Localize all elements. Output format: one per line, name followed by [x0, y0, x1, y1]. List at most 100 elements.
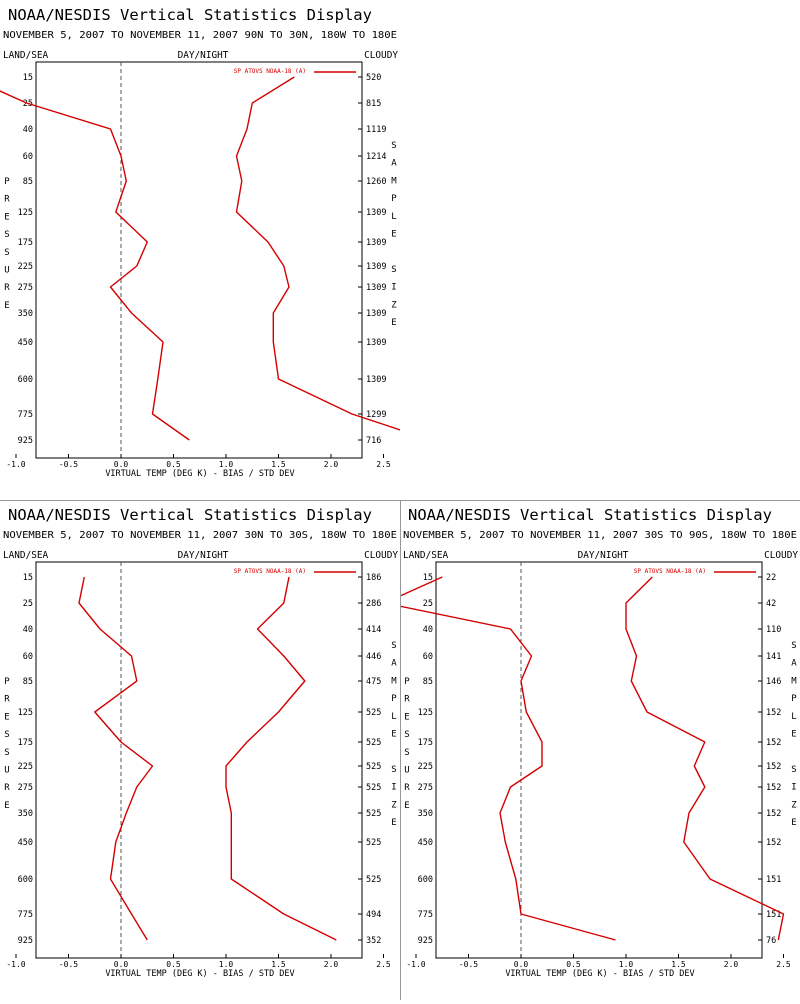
pressure-tick-label: 450: [418, 838, 433, 848]
y2-axis-label-letter: S: [791, 641, 796, 651]
y-axis-label-letter: R: [4, 195, 10, 205]
legend-label: SP ATOVS NOAA-18 (A): [634, 568, 706, 575]
x-tick-label: 0.0: [114, 960, 129, 969]
pressure-tick-label: 225: [418, 762, 433, 772]
pressure-tick-label: 275: [418, 783, 433, 793]
y2-axis-label-letter: E: [391, 818, 396, 828]
sample-size-label: 716: [366, 436, 381, 446]
std-dev-line: [625, 576, 785, 941]
sample-size-label: 152: [766, 708, 781, 718]
y-axis-label-letter: R: [404, 783, 410, 793]
y2-axis-label-letter: L: [391, 712, 396, 722]
pressure-tick-label: 600: [18, 875, 33, 885]
y2-axis-label-letter: S: [391, 765, 396, 775]
pressure-tick-label: 450: [18, 838, 33, 848]
pressure-tick-label: 60: [23, 652, 33, 662]
pressure-tick-label: 60: [23, 152, 33, 162]
sample-size-label: 286: [366, 599, 381, 609]
sample-size-label: 525: [366, 783, 381, 793]
pressure-tick-label: 775: [18, 410, 33, 420]
y-axis-label-letter: R: [4, 783, 10, 793]
pressure-tick-label: 85: [423, 677, 433, 687]
pressure-tick-label: 85: [23, 177, 33, 187]
pressure-tick-label: 40: [423, 625, 433, 635]
pressure-tick-label: 15: [423, 573, 433, 583]
sample-size-label: 1119: [366, 125, 386, 135]
sample-size-label: 525: [366, 738, 381, 748]
panel-divider-vertical: [400, 500, 401, 1000]
y2-axis-label-letter: A: [391, 659, 397, 669]
sample-size-label: 525: [366, 809, 381, 819]
sample-size-label: 1309: [366, 238, 386, 248]
sample-size-label: 1309: [366, 208, 386, 218]
pressure-tick-label: 350: [418, 809, 433, 819]
y-axis-label-letter: S: [4, 730, 9, 740]
y2-axis-label-letter: E: [391, 318, 396, 328]
chart-title: NOAA/NESDIS Vertical Statistics Display: [8, 6, 372, 24]
y2-axis-label-letter: E: [791, 730, 796, 740]
y2-axis-label-letter: E: [391, 730, 396, 740]
x-tick-label: 2.5: [376, 460, 391, 469]
land-sea-label: LAND/SEA: [403, 550, 449, 561]
pressure-tick-label: 600: [18, 375, 33, 385]
sample-size-label: 1309: [366, 309, 386, 319]
x-tick-label: 1.0: [219, 460, 234, 469]
x-tick-label: 0.5: [166, 960, 181, 969]
pressure-tick-label: 450: [18, 338, 33, 348]
sample-size-label: 1214: [366, 152, 386, 162]
bias-line: [78, 576, 154, 941]
panel-upper-right-blank: [400, 0, 800, 500]
sample-size-label: 1299: [366, 410, 386, 420]
sample-size-label: 475: [366, 677, 381, 687]
x-tick-label: 1.0: [619, 960, 634, 969]
sample-size-label: 110: [766, 625, 781, 635]
sample-size-label: 152: [766, 838, 781, 848]
pressure-tick-label: 925: [18, 436, 33, 446]
pressure-tick-label: 40: [23, 125, 33, 135]
legend-label: SP ATOVS NOAA-18 (A): [234, 68, 306, 75]
y-axis-label-letter: E: [404, 801, 409, 811]
sample-size-label: 815: [366, 99, 381, 109]
y2-axis-label-letter: I: [391, 283, 396, 293]
pressure-tick-label: 25: [23, 599, 33, 609]
pressure-tick-label: 350: [18, 309, 33, 319]
y2-axis-label-letter: M: [391, 676, 397, 686]
x-axis-label: VIRTUAL TEMP (DEG K) - BIAS / STD DEV: [505, 969, 694, 979]
pressure-tick-label: 125: [18, 708, 33, 718]
y2-axis-label-letter: S: [391, 265, 396, 275]
sample-size-label: 1309: [366, 338, 386, 348]
plot-frame: [435, 561, 763, 959]
pressure-tick-label: 25: [423, 599, 433, 609]
pressure-tick-label: 85: [23, 677, 33, 687]
x-tick-label: 1.5: [671, 960, 686, 969]
y-axis-label-letter: E: [4, 301, 9, 311]
sample-size-label: 352: [366, 936, 381, 946]
y-axis-label-letter: P: [4, 677, 10, 687]
pressure-tick-label: 775: [18, 910, 33, 920]
y2-axis-label-letter: L: [391, 212, 396, 222]
y-axis-label-letter: U: [4, 266, 9, 276]
pressure-tick-label: 925: [18, 936, 33, 946]
panel-tropics: NOAA/NESDIS Vertical Statistics Display N…: [0, 500, 548, 1000]
x-axis-label: VIRTUAL TEMP (DEG K) - BIAS / STD DEV: [105, 469, 294, 479]
pressure-tick-label: 175: [18, 238, 33, 248]
pressure-tick-label: 275: [18, 283, 33, 293]
y-axis-label-letter: S: [404, 730, 409, 740]
sample-size-label: 146: [766, 677, 781, 687]
x-axis-label: VIRTUAL TEMP (DEG K) - BIAS / STD DEV: [105, 969, 294, 979]
pressure-tick-label: 15: [23, 73, 33, 83]
sample-size-label: 1309: [366, 283, 386, 293]
sample-size-label: 1309: [366, 262, 386, 272]
sample-size-label: 525: [366, 762, 381, 772]
land-sea-label: LAND/SEA: [3, 550, 49, 561]
x-tick-label: -0.5: [459, 960, 478, 969]
pressure-tick-label: 225: [18, 762, 33, 772]
day-night-label: DAY/NIGHT: [578, 550, 629, 561]
pressure-tick-label: 175: [18, 738, 33, 748]
x-tick-label: 1.5: [271, 960, 286, 969]
cloudy-label: CLOUDY: [364, 50, 398, 61]
x-tick-label: 0.5: [166, 460, 181, 469]
y-axis-label-letter: E: [4, 212, 9, 222]
land-sea-label: LAND/SEA: [3, 50, 49, 61]
x-tick-label: 0.0: [114, 460, 129, 469]
